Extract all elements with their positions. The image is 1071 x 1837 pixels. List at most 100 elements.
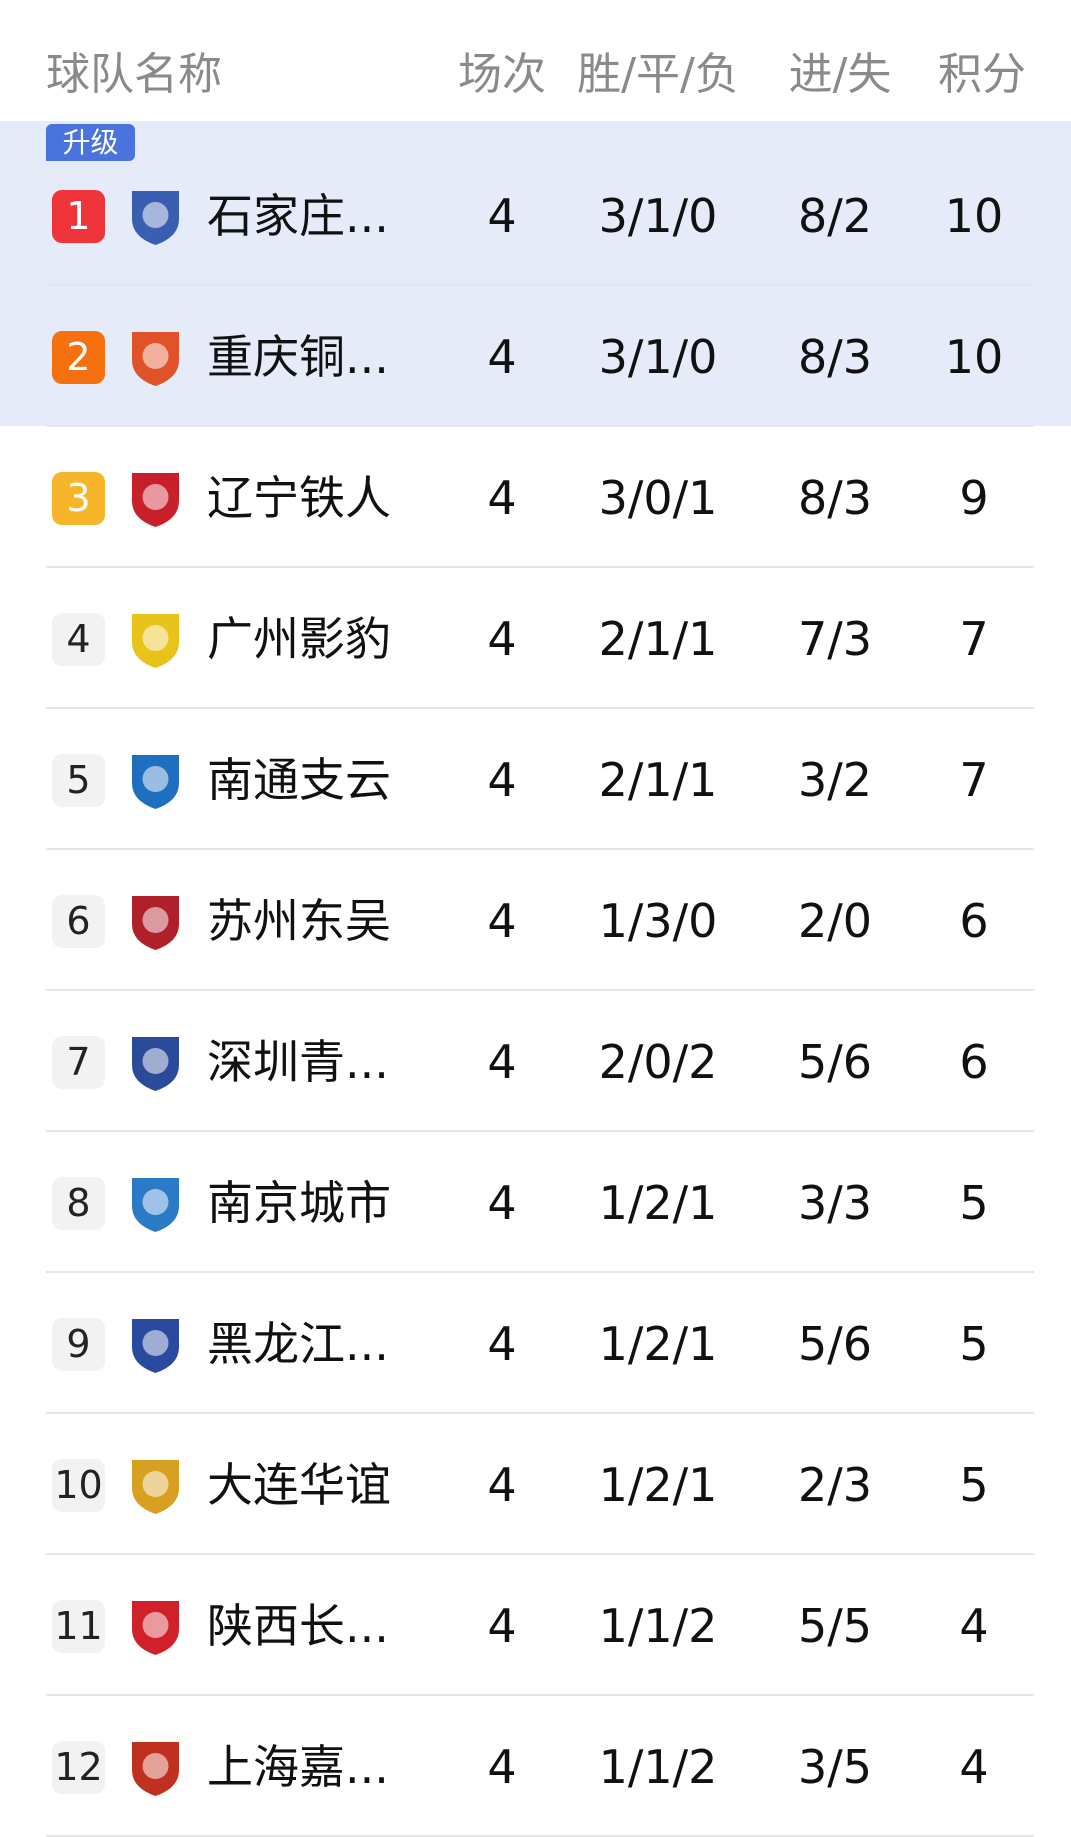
points: 5 [959, 1458, 989, 1512]
points: 10 [944, 330, 1004, 384]
goals-for-against: 3/2 [797, 753, 873, 807]
table-row[interactable]: 8 南京城市 4 1/2/1 3/3 5 [0, 1132, 1071, 1273]
points: 10 [944, 189, 1004, 243]
goals-for-against: 2/3 [797, 1458, 873, 1512]
row-divider [46, 848, 1034, 850]
team-name[interactable]: 苏州东吴 [207, 894, 391, 948]
team-logo-icon [132, 1319, 179, 1373]
team-name[interactable]: 南京城市 [207, 1176, 391, 1230]
team-name[interactable]: 陕西长... [207, 1599, 389, 1653]
row-divider [46, 1412, 1034, 1414]
win-draw-loss: 1/1/2 [598, 1599, 718, 1653]
team-logo-icon [132, 755, 179, 809]
team-name[interactable]: 重庆铜... [207, 330, 389, 384]
played: 4 [487, 189, 517, 243]
team-logo-icon [132, 332, 179, 386]
team-logo-icon [132, 1178, 179, 1232]
team-name[interactable]: 上海嘉... [207, 1740, 389, 1794]
header-wdl: 胜/平/负 [577, 49, 739, 100]
table-row[interactable]: 1 石家庄... 4 3/1/0 8/2 10 [0, 145, 1071, 286]
goals-for-against: 3/5 [797, 1740, 873, 1794]
points: 7 [959, 753, 989, 807]
played: 4 [487, 471, 517, 525]
played: 4 [487, 894, 517, 948]
points: 9 [959, 471, 989, 525]
team-name[interactable]: 黑龙江... [207, 1317, 389, 1371]
win-draw-loss: 1/1/2 [598, 1740, 718, 1794]
rank-badge: 4 [52, 613, 105, 666]
played: 4 [487, 1599, 517, 1653]
points: 4 [959, 1740, 989, 1794]
goals-for-against: 2/0 [797, 894, 873, 948]
win-draw-loss: 3/1/0 [598, 189, 718, 243]
row-divider [46, 1271, 1034, 1273]
table-row[interactable]: 10 大连华谊 4 1/2/1 2/3 5 [0, 1414, 1071, 1555]
goals-for-against: 8/3 [797, 471, 873, 525]
points: 5 [959, 1176, 989, 1230]
row-divider [46, 1130, 1034, 1132]
table-row[interactable]: 4 广州影豹 4 2/1/1 7/3 7 [0, 568, 1071, 709]
points: 6 [959, 1035, 989, 1089]
points: 5 [959, 1317, 989, 1371]
goals-for-against: 5/5 [797, 1599, 873, 1653]
played: 4 [487, 1176, 517, 1230]
row-divider [46, 284, 1034, 286]
rank-badge: 11 [52, 1600, 105, 1653]
row-divider [46, 989, 1034, 991]
promotion-badge: 升级 [46, 124, 135, 161]
goals-for-against: 7/3 [797, 612, 873, 666]
table-row[interactable]: 9 黑龙江... 4 1/2/1 5/6 5 [0, 1273, 1071, 1414]
rank-badge: 2 [52, 331, 105, 384]
table-row[interactable]: 3 辽宁铁人 4 3/0/1 8/3 9 [0, 427, 1071, 568]
points: 6 [959, 894, 989, 948]
points: 4 [959, 1599, 989, 1653]
table-row[interactable]: 12 上海嘉... 4 1/1/2 3/5 4 [0, 1696, 1071, 1837]
team-name[interactable]: 辽宁铁人 [207, 471, 391, 525]
win-draw-loss: 2/1/1 [598, 753, 718, 807]
team-name[interactable]: 石家庄... [207, 189, 389, 243]
header-played: 场次 [458, 49, 546, 100]
goals-for-against: 8/3 [797, 330, 873, 384]
table-row[interactable]: 11 陕西长... 4 1/1/2 5/5 4 [0, 1555, 1071, 1696]
rank-badge: 12 [52, 1741, 105, 1794]
win-draw-loss: 2/0/2 [598, 1035, 718, 1089]
goals-for-against: 5/6 [797, 1035, 873, 1089]
team-name[interactable]: 大连华谊 [207, 1458, 391, 1512]
rank-badge: 10 [52, 1459, 105, 1512]
promotion-zone [0, 121, 1071, 426]
team-name[interactable]: 广州影豹 [207, 612, 391, 666]
header-team: 球队名称 [46, 49, 222, 100]
win-draw-loss: 2/1/1 [598, 612, 718, 666]
rank-badge: 8 [52, 1177, 105, 1230]
team-logo-icon [132, 1460, 179, 1514]
team-logo-icon [132, 1037, 179, 1091]
rank-badge: 6 [52, 895, 105, 948]
win-draw-loss: 1/3/0 [598, 894, 718, 948]
win-draw-loss: 1/2/1 [598, 1317, 718, 1371]
played: 4 [487, 1458, 517, 1512]
table-row[interactable]: 7 深圳青... 4 2/0/2 5/6 6 [0, 991, 1071, 1132]
played: 4 [487, 330, 517, 384]
rank-badge: 3 [52, 472, 105, 525]
table-row[interactable]: 2 重庆铜... 4 3/1/0 8/3 10 [0, 286, 1071, 427]
table-row[interactable]: 5 南通支云 4 2/1/1 3/2 7 [0, 709, 1071, 850]
table-row[interactable]: 6 苏州东吴 4 1/3/0 2/0 6 [0, 850, 1071, 991]
row-divider [46, 1694, 1034, 1696]
rank-badge: 7 [52, 1036, 105, 1089]
points: 7 [959, 612, 989, 666]
team-logo-icon [132, 1742, 179, 1796]
row-divider [46, 425, 1034, 427]
played: 4 [487, 1035, 517, 1089]
team-name[interactable]: 南通支云 [207, 753, 391, 807]
played: 4 [487, 612, 517, 666]
win-draw-loss: 3/0/1 [598, 471, 718, 525]
team-logo-icon [132, 191, 179, 245]
goals-for-against: 8/2 [797, 189, 873, 243]
team-name[interactable]: 深圳青... [207, 1035, 389, 1089]
win-draw-loss: 1/2/1 [598, 1176, 718, 1230]
team-logo-icon [132, 614, 179, 668]
team-logo-icon [132, 896, 179, 950]
row-divider [46, 1553, 1034, 1555]
header-goals: 进/失 [788, 49, 892, 100]
win-draw-loss: 1/2/1 [598, 1458, 718, 1512]
